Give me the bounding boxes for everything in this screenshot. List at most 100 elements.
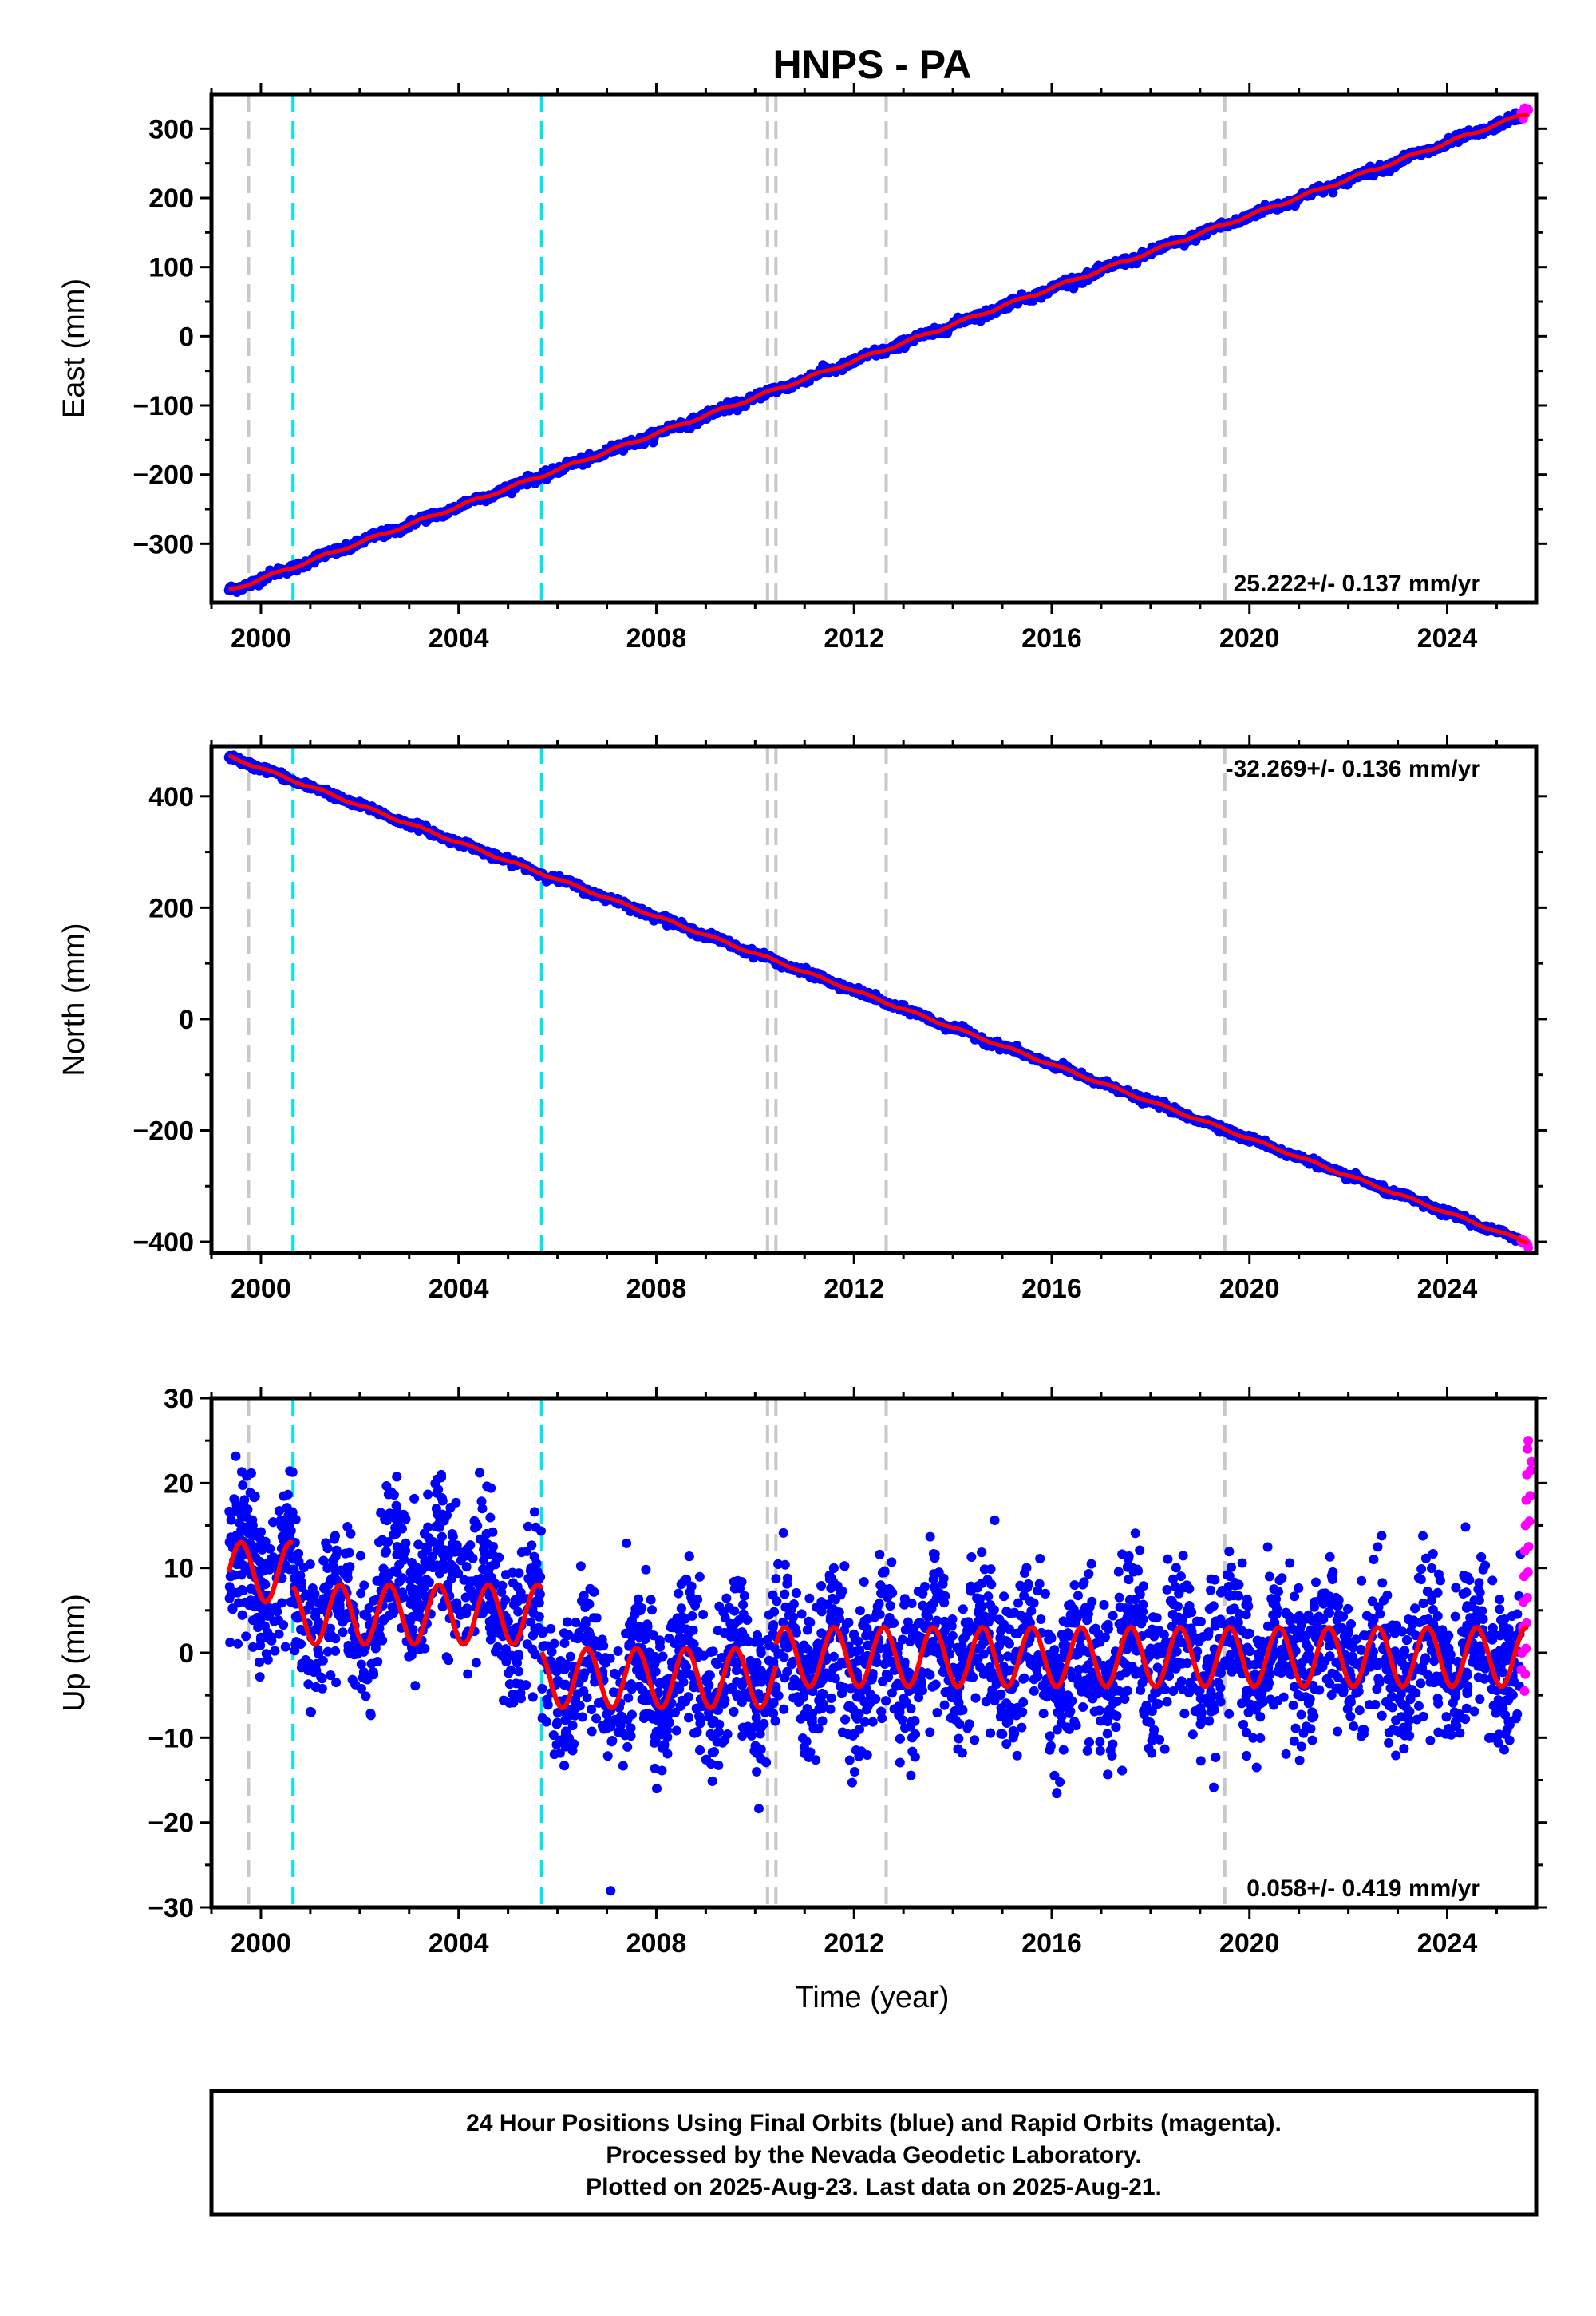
final-orbit-point [514,1666,524,1677]
y-tick-label: 0 [179,1005,194,1035]
final-orbit-point [279,1620,289,1630]
final-orbit-point [255,1672,265,1682]
east-rate-label: 25.222+/- 0.137 mm/yr [1234,571,1481,597]
final-orbit-point [1281,1749,1291,1759]
east-y-axis-label: East (mm) [57,279,91,418]
final-orbit-point [231,1451,241,1461]
y-tick-label: 100 [148,253,194,283]
final-orbit-point [1102,1729,1112,1739]
y-tick-label: 200 [148,893,194,923]
final-orbit-point [867,1717,878,1727]
east-plot-area [223,94,1534,603]
final-orbit-point [687,1611,697,1621]
final-orbit-point [610,1670,621,1680]
up-plot-area [224,1398,1536,1907]
chart-title: HNPS - PA [772,42,971,87]
final-orbit-point [1168,1574,1179,1584]
final-orbit-point [591,1713,602,1724]
final-orbit-point [1428,1548,1438,1559]
x-tick-label: 2004 [429,623,489,654]
final-orbit-point [1479,1674,1490,1684]
north-y-axis-label: North (mm) [57,923,91,1076]
final-orbit-point [1333,1726,1343,1737]
final-orbit-point [1208,1782,1219,1792]
final-orbit-point [738,1599,749,1610]
north-frame [209,744,1539,1255]
y-tick-label: 0 [179,322,194,352]
final-orbit-point [652,1784,662,1794]
final-orbit-point [1367,1596,1377,1607]
x-tick-label: 2016 [1021,1274,1082,1304]
final-orbit-point [1136,1685,1146,1695]
final-orbit-point [477,1504,488,1514]
final-orbit-point [877,1713,887,1724]
x-tick-label: 2004 [429,1274,489,1304]
final-orbit-point [698,1610,709,1620]
final-orbit-point [1325,1551,1335,1562]
model-fit-line [227,753,1530,1246]
final-orbit-point [647,1605,658,1615]
final-orbit-point [471,1658,481,1668]
final-orbit-point [587,1704,597,1714]
final-orbit-point [771,1574,781,1584]
north-panel: 2000 2004 2008 2012 2016 2020 2024 −400 −200 0 200… [57,735,1547,1304]
x-tick-label: 2012 [824,623,884,654]
y-tick-label: 300 [148,114,194,144]
y-tick-label: −100 [132,391,194,421]
x-tick-label: 2020 [1219,1274,1280,1304]
x-tick-label: 2020 [1219,623,1280,654]
final-orbit-point [1377,1531,1387,1541]
x-tick-label: 2024 [1417,623,1478,654]
y-tick-label: 200 [148,184,194,214]
y-tick-label: 400 [148,782,194,812]
final-orbit-point [626,1723,636,1733]
final-orbit-point [280,1642,290,1652]
final-orbit-point [861,1705,871,1715]
y-tick-label: −200 [132,460,194,491]
x-tick-label: 2000 [231,1274,291,1304]
final-orbit-point [1086,1559,1096,1569]
final-orbit-point [1461,1703,1472,1713]
final-orbit-point [1206,1585,1216,1595]
final-orbit-point [1002,1651,1013,1662]
model-fit-line [228,112,1529,592]
final-orbit-point [983,1591,994,1602]
final-orbit-point [954,1733,964,1744]
final-orbit-point [1178,1551,1188,1561]
final-orbit-point [565,1651,575,1662]
final-orbit-point [1354,1705,1365,1716]
north-plot-area [223,746,1534,1253]
east-panel: 2000 2004 2008 2012 2016 2020 2024−300−200−100… [57,83,1547,654]
final-orbit-point [356,1659,366,1670]
final-orbit-point [1460,1522,1471,1532]
final-orbit-point [1171,1563,1181,1573]
final-orbit-point [1227,1562,1237,1572]
x-tick-label: 2008 [626,623,687,654]
final-orbit-point [591,1613,602,1623]
up-panel: 2000 2004 2008 2012 2016 2020 2024−30−20−10010… [57,1384,1547,1958]
final-orbit-point [1248,1733,1258,1743]
final-orbit-point [1095,1745,1105,1756]
final-orbit-point [529,1507,539,1517]
final-orbit-point [1073,1591,1083,1601]
y-tick-label: −200 [132,1116,194,1146]
x-tick-label: 2012 [824,1274,884,1304]
x-tick-label: 2008 [626,1274,687,1304]
east-frame [209,92,1539,605]
final-orbit-point [552,1708,563,1718]
final-orbit-point [476,1496,487,1507]
final-orbit-point [1195,1756,1206,1766]
x-tick-label: 2024 [1417,1274,1478,1304]
final-orbit-point [862,1749,872,1760]
final-orbit-point [1391,1750,1401,1761]
rapid-orbit-point [1523,1243,1534,1253]
final-orbit-point [1187,1729,1198,1740]
x-tick-label: 2000 [231,623,291,654]
final-orbit-point [1285,1558,1295,1568]
final-orbit-point [508,1578,518,1588]
final-orbit-point [1296,1709,1306,1720]
final-orbit-point [1175,1571,1186,1582]
final-orbit-point [229,1494,239,1504]
y-tick-label: −400 [132,1227,194,1258]
